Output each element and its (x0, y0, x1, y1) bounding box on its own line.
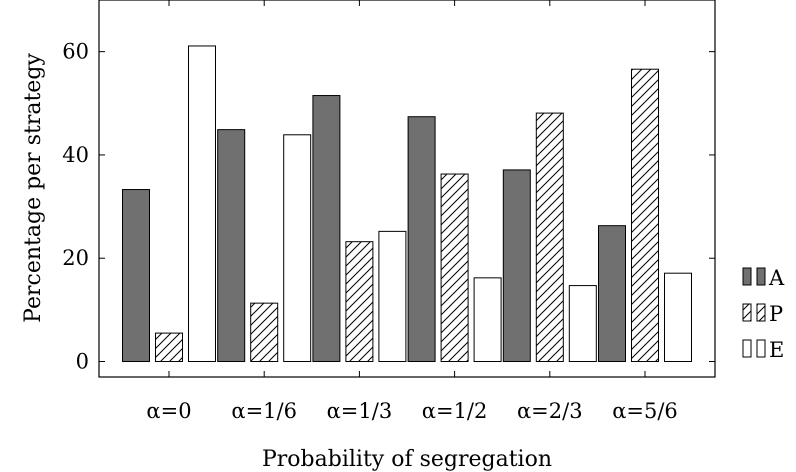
legend-swatch-P (742, 303, 752, 322)
bar-E-0 (188, 45, 216, 363)
bar-E-2 (378, 230, 407, 363)
y-tick-label: 60 (62, 40, 89, 64)
legend-label-E: E (769, 338, 784, 362)
bar-P-2 (345, 241, 374, 363)
legend-swatch-A-2 (756, 267, 766, 286)
x-tick-label: α=1/3 (327, 399, 393, 423)
bar-A-0 (122, 189, 150, 363)
bar-A-5 (598, 225, 626, 363)
legend-swatch-P-2 (756, 303, 766, 322)
x-tick-label: α=1/6 (231, 399, 297, 423)
legend-swatch-E (742, 339, 752, 358)
y-tick-label: 40 (62, 143, 89, 167)
x-tick-label: α=5/6 (612, 399, 678, 423)
bar-A-4 (502, 169, 531, 363)
bar-A-1 (217, 129, 246, 363)
y-axis-title: Percentage per strategy (21, 53, 46, 323)
bar-P-1 (250, 302, 279, 363)
bar-A-2 (312, 95, 341, 363)
bar-E-1 (283, 134, 312, 363)
bar-A-3 (407, 116, 436, 363)
bar-P-0 (155, 332, 183, 363)
bar-P-3 (440, 173, 469, 363)
legend-swatch-E-2 (756, 339, 766, 358)
bar-P-4 (535, 112, 564, 363)
x-tick-label: α=0 (146, 399, 191, 423)
bar-E-4 (568, 285, 597, 363)
legend-label-A: A (768, 266, 785, 290)
bar-P-5 (631, 68, 659, 363)
legend-label-P: P (769, 302, 783, 326)
x-tick-label: α=1/2 (422, 399, 488, 423)
bar-E-5 (664, 272, 692, 363)
bar-E-3 (473, 277, 502, 363)
legend-swatch-A (742, 267, 752, 286)
legend: APE (742, 266, 785, 362)
y-tick-label: 20 (62, 246, 89, 270)
x-tick-label: α=2/3 (517, 399, 583, 423)
y-tick-label: 0 (76, 350, 89, 374)
plot-area-frame (98, 0, 716, 378)
x-axis-title: Probability of segregation (262, 447, 552, 472)
